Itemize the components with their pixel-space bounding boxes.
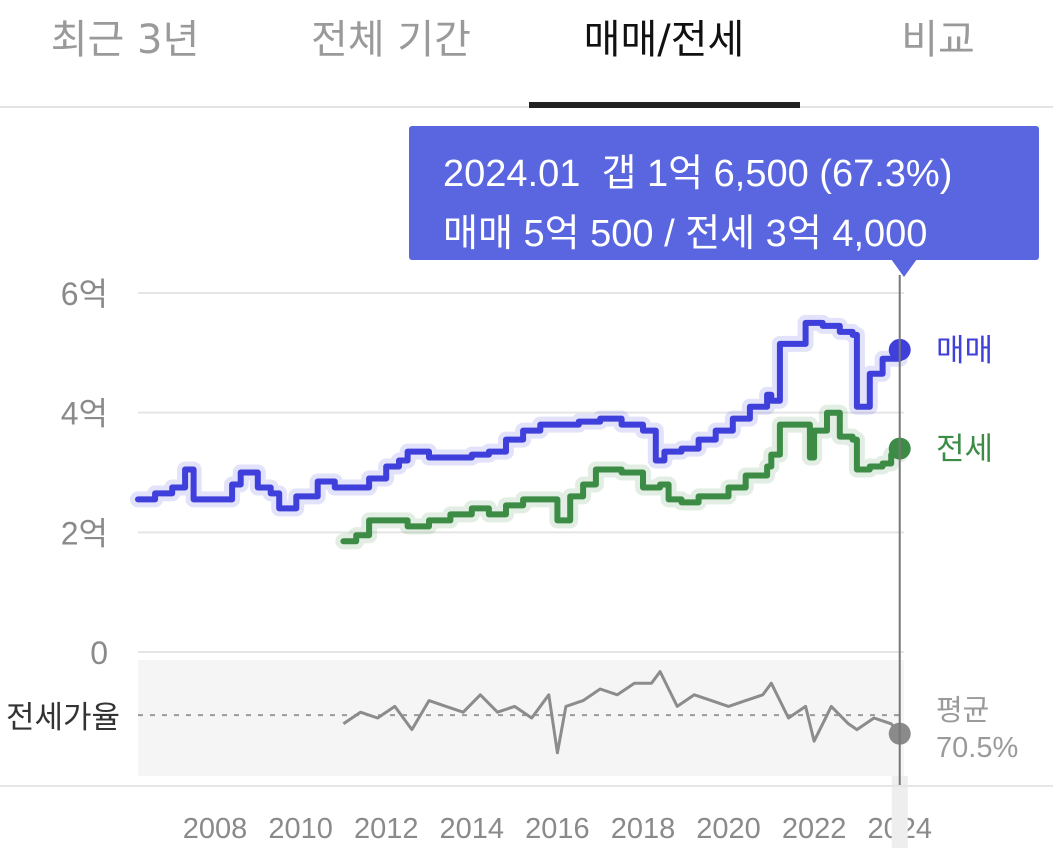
ratio-label: 전세가율 — [6, 700, 120, 735]
x-tick-label: 2012 — [354, 813, 419, 845]
y-tick-label: 2억 — [61, 515, 108, 551]
tooltip-arrow — [891, 259, 917, 277]
jeonse-price-line — [340, 409, 903, 545]
y-tick-label: 0 — [90, 635, 108, 671]
cursor-highlight — [891, 776, 908, 848]
tab-all-period[interactable]: 전체 기간 — [311, 17, 471, 63]
y-tick-label: 4억 — [61, 396, 108, 432]
jeonse-series-label: 전세 — [936, 432, 993, 467]
tab-divider — [0, 106, 1053, 108]
sale-price-line — [135, 319, 903, 512]
tab-compare[interactable]: 비교 — [901, 17, 975, 63]
sale-price-line-halo — [130, 314, 908, 517]
chart-tooltip: 2024.01 갭 1억 6,500 (67.3%) 매매 5억 500 / 전… — [409, 126, 1039, 260]
bottom-divider — [0, 785, 1053, 787]
x-tick-label: 2020 — [696, 813, 761, 845]
ratio-average-label: 평균 — [936, 695, 989, 727]
x-tick-label: 2014 — [440, 813, 505, 845]
tab-sale-jeonse[interactable]: 매매/전세 — [583, 17, 745, 63]
x-tick-label: 2010 — [268, 813, 333, 845]
sale-series-label: 매매 — [936, 333, 993, 368]
x-tick-label: 2022 — [782, 813, 847, 845]
period-tab-bar: 최근 3년 전체 기간 매매/전세 비교 — [0, 0, 1053, 108]
ratio-average-value: 70.5% — [936, 732, 1018, 764]
ratio-line — [342, 670, 901, 755]
x-tick-label: 2018 — [611, 813, 676, 845]
x-tick-label: 2008 — [183, 813, 248, 845]
y-tick-label: 6억 — [61, 276, 108, 312]
tooltip-price-line: 매매 5억 500 / 전세 3억 4,000 — [443, 213, 928, 255]
tab-recent-3-years[interactable]: 최근 3년 — [50, 17, 200, 63]
active-tab-indicator — [529, 102, 800, 108]
ratio-band-background — [138, 660, 904, 776]
x-tick-label: 2016 — [525, 813, 590, 845]
tooltip-gap-line: 2024.01 갭 1억 6,500 (67.3%) — [443, 153, 953, 195]
